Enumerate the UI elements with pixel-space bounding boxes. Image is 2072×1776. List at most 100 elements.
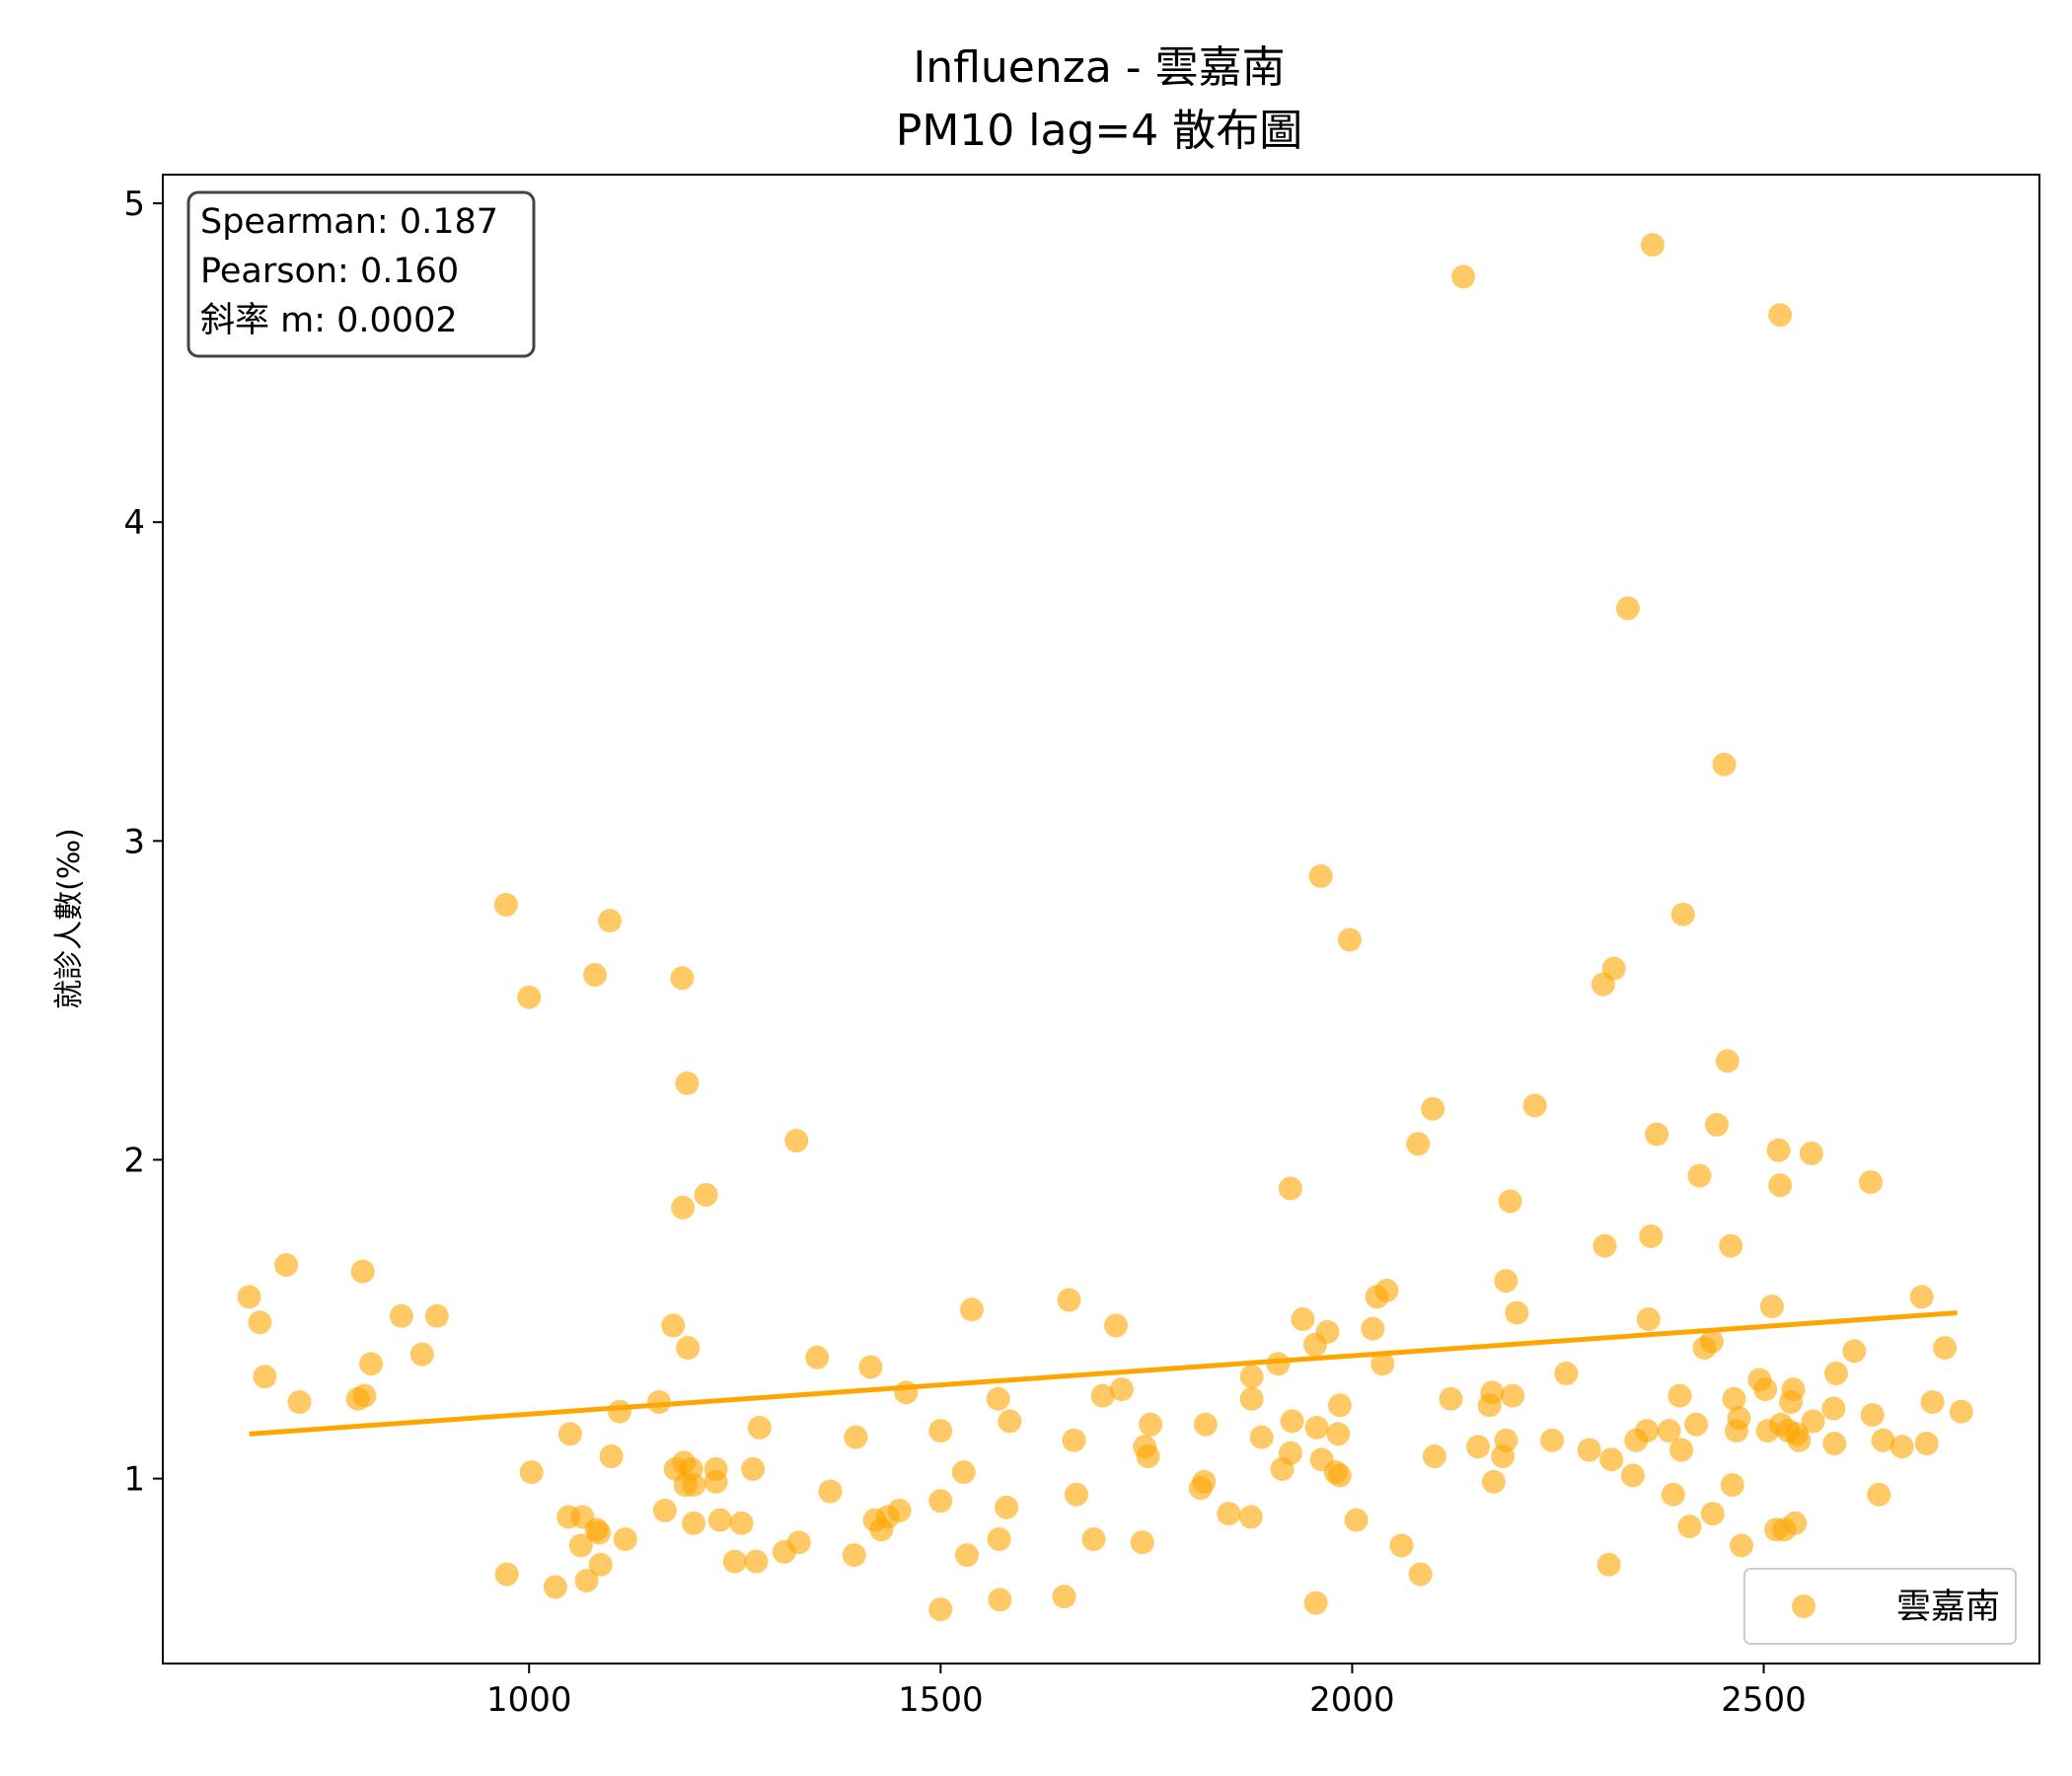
data-point xyxy=(1315,1319,1340,1344)
data-point xyxy=(1871,1428,1895,1452)
data-point xyxy=(587,1520,612,1545)
data-point xyxy=(675,1071,700,1095)
data-point xyxy=(1540,1428,1565,1452)
data-point xyxy=(1766,1138,1791,1162)
data-point xyxy=(986,1386,1010,1411)
data-point xyxy=(682,1511,706,1535)
data-point xyxy=(237,1285,261,1309)
y-axis-label: 就診人數(‰) xyxy=(52,828,87,1009)
data-point xyxy=(608,1399,631,1424)
data-point xyxy=(557,1422,582,1446)
data-point xyxy=(1304,1415,1329,1440)
data-point xyxy=(786,1530,811,1555)
data-point xyxy=(350,1259,375,1284)
data-point xyxy=(1640,233,1665,258)
data-point xyxy=(1389,1533,1414,1558)
data-point xyxy=(928,1489,953,1514)
data-point xyxy=(951,1460,976,1485)
data-point xyxy=(858,1355,883,1379)
data-point xyxy=(1193,1412,1218,1437)
data-point xyxy=(1824,1362,1848,1385)
data-point xyxy=(1192,1469,1217,1494)
data-point xyxy=(1421,1096,1445,1121)
data-point xyxy=(1909,1285,1934,1309)
data-point xyxy=(1636,1307,1661,1331)
data-point xyxy=(1753,1377,1778,1402)
data-point xyxy=(1801,1409,1825,1434)
data-point xyxy=(1466,1435,1491,1459)
data-point xyxy=(1722,1386,1746,1411)
data-point xyxy=(955,1543,979,1568)
data-point xyxy=(519,1460,544,1485)
legend-frame xyxy=(1743,1568,2017,1645)
data-point xyxy=(887,1498,912,1522)
data-point xyxy=(1481,1469,1506,1494)
data-point xyxy=(274,1253,299,1278)
data-point xyxy=(1821,1396,1846,1421)
data-point xyxy=(1867,1482,1891,1507)
legend-marker xyxy=(1792,1594,1815,1618)
data-point xyxy=(1768,1173,1793,1198)
x-tick-label: 2000 xyxy=(1309,1680,1395,1720)
data-point xyxy=(894,1380,919,1405)
y-tick-label: 1 xyxy=(123,1460,145,1500)
data-point xyxy=(352,1383,377,1408)
data-point xyxy=(1326,1422,1351,1446)
data-point xyxy=(1759,1295,1784,1319)
data-point xyxy=(359,1352,384,1376)
data-point xyxy=(1684,1412,1709,1437)
data-point xyxy=(1062,1428,1086,1452)
data-point xyxy=(1781,1377,1806,1402)
data-point xyxy=(1090,1383,1115,1408)
data-point xyxy=(1677,1515,1702,1539)
points-layer xyxy=(237,233,1973,1622)
data-point xyxy=(1081,1527,1106,1551)
data-point xyxy=(1280,1409,1304,1434)
data-point xyxy=(494,1562,519,1587)
data-point xyxy=(682,1473,706,1497)
data-point xyxy=(1239,1386,1264,1411)
data-point xyxy=(1266,1352,1291,1376)
data-point xyxy=(248,1310,272,1335)
data-point xyxy=(1657,1419,1681,1443)
data-point xyxy=(1799,1142,1823,1165)
y-tick-label: 3 xyxy=(123,822,145,861)
data-point xyxy=(389,1303,413,1328)
data-point xyxy=(1057,1288,1081,1312)
data-point xyxy=(1052,1585,1076,1609)
data-point xyxy=(1859,1170,1883,1195)
data-point xyxy=(1727,1406,1751,1431)
plot-area-frame xyxy=(162,174,2040,1665)
y-tick-label: 5 xyxy=(123,185,145,224)
data-point xyxy=(1422,1444,1446,1468)
chart-title: Influenza - 雲嘉南 xyxy=(913,42,1285,93)
data-point xyxy=(517,985,542,1009)
data-point xyxy=(1505,1300,1529,1325)
fit-line-layer xyxy=(249,1310,1958,1437)
y-tick-label: 4 xyxy=(123,503,145,543)
data-point xyxy=(253,1365,277,1389)
data-point xyxy=(987,1527,1011,1551)
y-tick-label: 2 xyxy=(123,1141,145,1180)
data-point xyxy=(1327,1463,1352,1488)
data-point xyxy=(1645,1122,1669,1147)
data-point xyxy=(1842,1339,1867,1364)
data-point xyxy=(1687,1163,1712,1188)
data-point xyxy=(1239,1365,1264,1389)
data-point xyxy=(1480,1380,1505,1405)
data-point xyxy=(1667,1383,1692,1408)
data-point xyxy=(598,909,622,933)
data-point xyxy=(1577,1438,1601,1462)
data-point xyxy=(1501,1383,1525,1408)
stats-box: Spearman: 0.187 Pearson: 0.160 斜率 m: 0.0… xyxy=(186,190,536,358)
data-point xyxy=(1498,1189,1522,1214)
data-point xyxy=(1370,1352,1395,1376)
data-point xyxy=(424,1303,449,1328)
data-point xyxy=(1914,1432,1939,1455)
data-point xyxy=(543,1575,567,1599)
data-point xyxy=(744,1549,769,1574)
data-point xyxy=(1278,1441,1302,1465)
data-point xyxy=(1787,1428,1812,1452)
data-point xyxy=(1278,1176,1302,1201)
